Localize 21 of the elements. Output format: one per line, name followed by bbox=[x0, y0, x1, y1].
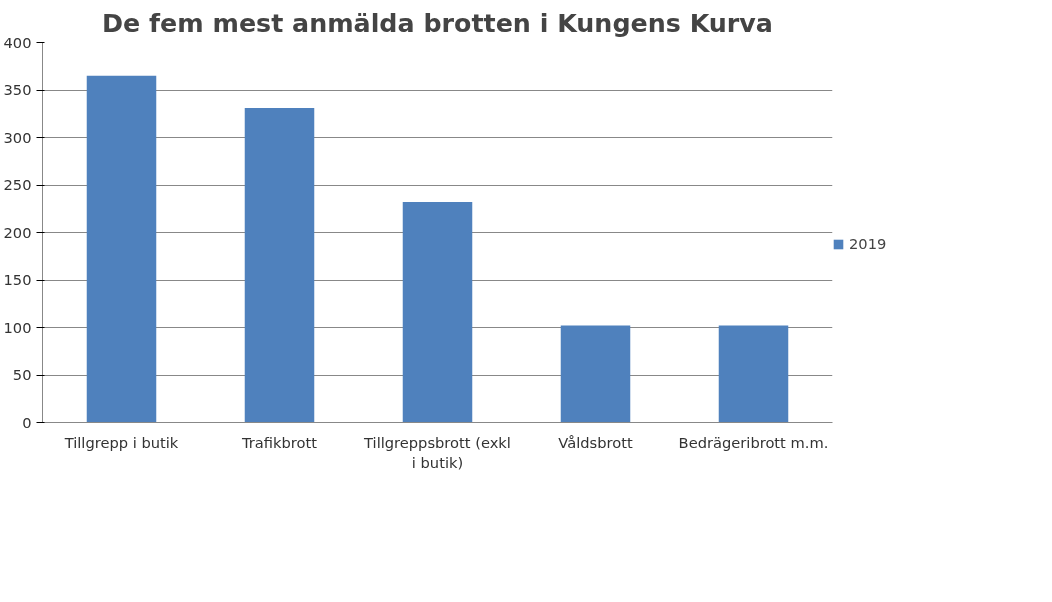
y-tick-label: 50 bbox=[12, 366, 32, 383]
bar bbox=[244, 108, 315, 423]
x-tick-label: Tillgreppsbrott (exkl i butik) bbox=[363, 433, 511, 471]
x-tick-label: Bedrägeribrott m.m. bbox=[678, 433, 829, 451]
y-tick-label: 250 bbox=[3, 176, 32, 193]
bar bbox=[718, 325, 789, 423]
y-tick-label: 400 bbox=[3, 33, 32, 51]
x-tick-label: Trafikbrott bbox=[241, 433, 318, 451]
y-tick-label: 100 bbox=[3, 318, 32, 336]
y-tick-label: 200 bbox=[3, 223, 32, 241]
bar bbox=[86, 75, 157, 423]
legend-label: 2019 bbox=[849, 235, 887, 252]
y-tick-label: 350 bbox=[3, 81, 32, 98]
y-tick-label: 150 bbox=[3, 271, 32, 288]
bar bbox=[560, 325, 631, 423]
x-tick-label: Tillgrepp i butik bbox=[63, 433, 179, 451]
x-tick-label: Våldsbrott bbox=[558, 433, 633, 451]
chart-title: De fem mest anmälda brotten i Kungens Kurva bbox=[102, 7, 773, 38]
y-tick-label: 300 bbox=[3, 128, 32, 146]
y-tick-label: 0 bbox=[22, 413, 32, 431]
bar bbox=[402, 202, 473, 423]
